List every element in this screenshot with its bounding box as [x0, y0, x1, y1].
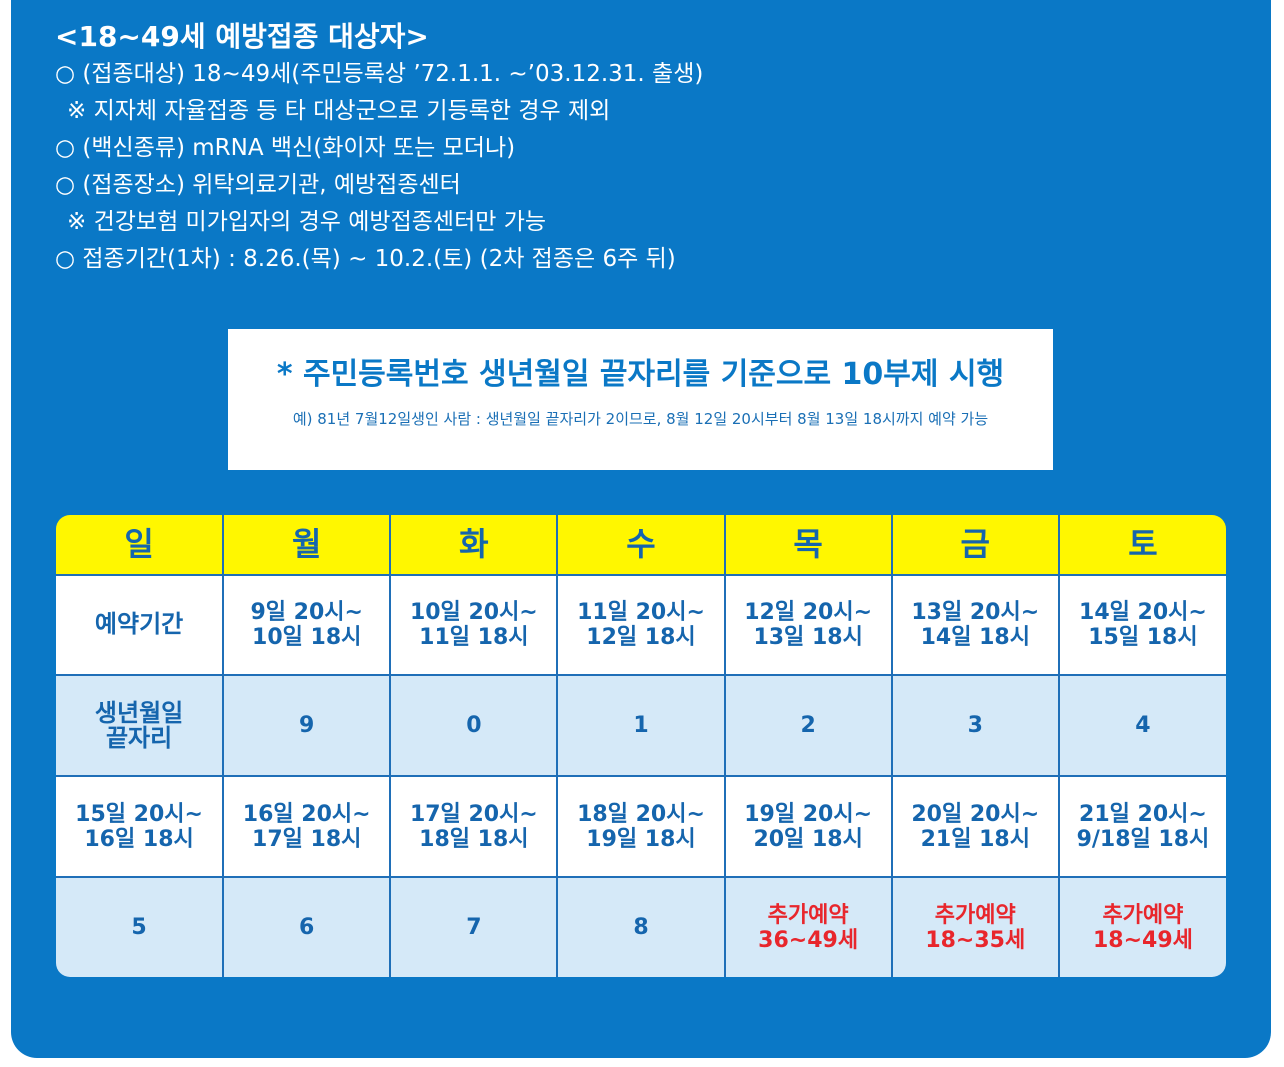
- period-end: 20일 18시: [753, 826, 863, 852]
- notice-example: 예) 81년 7월12일생인 사람 : 생년월일 끝자리가 2이므로, 8월 1…: [292, 410, 989, 428]
- intro-line-period: ○ 접종기간(1차) : 8.26.(목) ~ 10.2.(토) (2차 접종은…: [55, 246, 676, 272]
- birth-digit-cell: 4: [1057, 674, 1226, 778]
- intro-section: <18~49세 예방접종 대상자> ○ (접종대상) 18~49세(주민등록상 …: [55, 18, 703, 278]
- birth-digit-cell: 1: [556, 674, 726, 778]
- table-cell: 11일 20시~ 12일 18시: [556, 573, 726, 677]
- notice-box: * 주민등록번호 생년월일 끝자리를 기준으로 10부제 시행 예) 81년 7…: [228, 329, 1053, 470]
- table-cell: 20일 20시~ 21일 18시: [890, 775, 1060, 879]
- intro-line-insurance-note: ※ 건강보험 미가입자의 경우 예방접종센터만 가능: [67, 209, 547, 235]
- extra-age-range: 18~35세: [925, 927, 1026, 953]
- birth-digit-cell: 3: [890, 674, 1060, 778]
- intro-line-exclusion-note: ※ 지자체 자율접종 등 타 대상군으로 기등록한 경우 제외: [67, 98, 611, 124]
- period-end: 13일 18시: [753, 624, 863, 650]
- period-end: 21일 18시: [920, 826, 1030, 852]
- table-cell: 16일 20시~ 17일 18시: [222, 775, 392, 879]
- extra-label: 추가예약: [1102, 902, 1184, 928]
- table-row-birth-digit-1: 생년월일 끝자리 9 0 1 2 3 4: [56, 674, 1226, 778]
- period-start: 19일 20시~: [744, 801, 873, 827]
- table-cell: 17일 20시~ 18일 18시: [389, 775, 559, 879]
- birth-digit-cell: 0: [389, 674, 559, 778]
- row-label-reservation-period: 예약기간: [56, 573, 225, 677]
- period-start: 20일 20시~: [911, 801, 1040, 827]
- period-start: 14일 20시~: [1079, 599, 1207, 625]
- period-start: 11일 20시~: [577, 599, 705, 625]
- day-header-fri: 금: [890, 515, 1060, 576]
- day-header-sat: 토: [1057, 515, 1226, 576]
- row-label-birth-digit: 생년월일 끝자리: [56, 674, 225, 778]
- extra-age-range: 36~49세: [758, 927, 859, 953]
- table-cell: 12일 20시~ 13일 18시: [723, 573, 893, 677]
- day-header-mon: 월: [222, 515, 392, 576]
- table-row-birth-digit-2: 5 6 7 8 추가예약 36~49세 추가예약 18~35세 추가예약 18~49세: [56, 876, 1226, 977]
- period-start: 10일 20시~: [409, 599, 538, 625]
- period-end: 9/18일 18시: [1076, 826, 1210, 852]
- table-cell: 13일 20시~ 14일 18시: [890, 573, 1060, 677]
- table-row-reservation-period-2: 15일 20시~ 16일 18시 16일 20시~ 17일 18시 17일 20시~…: [56, 775, 1226, 879]
- birth-digit-cell: 6: [222, 876, 392, 977]
- birth-digit-cell: 5: [56, 876, 225, 977]
- period-end: 12일 18시: [586, 624, 696, 650]
- birth-digit-cell: 9: [222, 674, 392, 778]
- table-row-reservation-period-1: 예약기간 9일 20시~ 10일 18시 10일 20시~ 11일 18시 11일 …: [56, 573, 1226, 677]
- extra-label: 추가예약: [934, 902, 1016, 928]
- intro-line-target: ○ (접종대상) 18~49세(주민등록상 ’72.1.1. ~’03.12.3…: [55, 61, 704, 87]
- intro-title: <18~49세 예방접종 대상자>: [55, 20, 429, 53]
- period-start: 18일 20시~: [577, 801, 705, 827]
- period-start: 17일 20시~: [409, 801, 538, 827]
- label-line: 생년월일: [94, 698, 184, 727]
- extra-reservation-cell: 추가예약 18~49세: [1057, 876, 1226, 977]
- table-cell: 15일 20시~ 16일 18시: [56, 775, 225, 879]
- day-header-thu: 목: [723, 515, 893, 576]
- table-cell: 10일 20시~ 11일 18시: [389, 573, 559, 677]
- table-cell: 19일 20시~ 20일 18시: [723, 775, 893, 879]
- period-start: 15일 20시~: [75, 801, 203, 827]
- table-cell: 21일 20시~ 9/18일 18시: [1057, 775, 1226, 879]
- extra-label: 추가예약: [767, 902, 849, 928]
- schedule-table: 일 월 화 수 목 금 토 예약기간 9일 20시~ 10일 18시 10일 20…: [56, 515, 1226, 977]
- birth-digit-cell: 2: [723, 674, 893, 778]
- table-cell: 9일 20시~ 10일 18시: [222, 573, 392, 677]
- period-end: 10일 18시: [252, 624, 362, 650]
- period-start: 21일 20시~: [1079, 801, 1207, 827]
- period-end: 17일 18시: [252, 826, 362, 852]
- table-cell: 14일 20시~ 15일 18시: [1057, 573, 1226, 677]
- day-header-sun: 일: [56, 515, 225, 576]
- extra-age-range: 18~49세: [1092, 927, 1193, 953]
- label-line: 끝자리: [105, 723, 173, 752]
- birth-digit-cell: 8: [556, 876, 726, 977]
- period-start: 9일 20시~: [250, 599, 363, 625]
- table-row-weekdays: 일 월 화 수 목 금 토: [56, 515, 1226, 576]
- period-start: 13일 20시~: [911, 599, 1040, 625]
- period-end: 18일 18시: [419, 826, 529, 852]
- period-end: 16일 18시: [84, 826, 194, 852]
- intro-line-location: ○ (접종장소) 위탁의료기관, 예방접종센터: [55, 172, 461, 198]
- period-start: 12일 20시~: [744, 599, 873, 625]
- day-header-tue: 화: [389, 515, 559, 576]
- birth-digit-cell: 7: [389, 876, 559, 977]
- notice-headline: * 주민등록번호 생년월일 끝자리를 기준으로 10부제 시행: [276, 357, 1005, 392]
- intro-line-vaccine-type: ○ (백신종류) mRNA 백신(화이자 또는 모더나): [55, 135, 516, 161]
- period-end: 15일 18시: [1088, 624, 1198, 650]
- period-start: 16일 20시~: [242, 801, 371, 827]
- extra-reservation-cell: 추가예약 18~35세: [890, 876, 1060, 977]
- day-header-wed: 수: [556, 515, 726, 576]
- period-end: 19일 18시: [586, 826, 696, 852]
- period-end: 11일 18시: [419, 624, 529, 650]
- period-end: 14일 18시: [920, 624, 1030, 650]
- table-cell: 18일 20시~ 19일 18시: [556, 775, 726, 879]
- extra-reservation-cell: 추가예약 36~49세: [723, 876, 893, 977]
